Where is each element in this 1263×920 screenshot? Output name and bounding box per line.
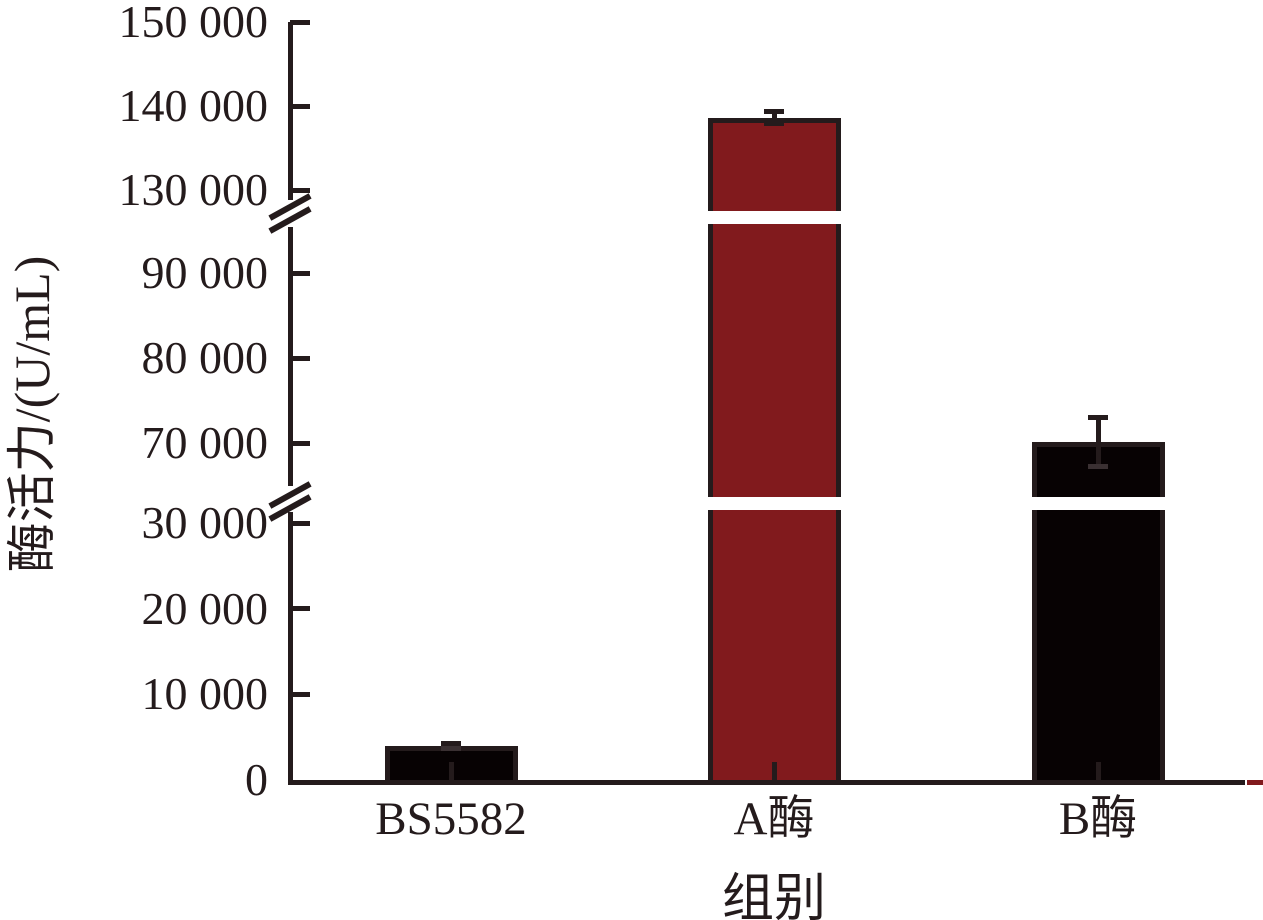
error-bar-cap-top bbox=[764, 109, 784, 115]
error-bar-whisker bbox=[1095, 417, 1101, 467]
axis-break-band bbox=[1029, 497, 1167, 510]
axis-break-band bbox=[705, 497, 843, 510]
y-tick-label: 70 000 bbox=[141, 417, 269, 468]
bar-a-enzyme bbox=[707, 117, 841, 785]
x-category-label: A酶 bbox=[733, 793, 815, 845]
y-axis-tick bbox=[290, 691, 310, 697]
error-bar-cap-top bbox=[1088, 415, 1108, 420]
x-axis-tick bbox=[1095, 762, 1101, 780]
x-category-label: B酶 bbox=[1058, 793, 1138, 845]
error-bar-whisker bbox=[771, 111, 777, 124]
y-axis-break-gap bbox=[286, 200, 294, 227]
y-tick-label: 30 000 bbox=[141, 497, 269, 548]
y-axis-tick bbox=[290, 187, 310, 193]
error-bar-cap-bottom bbox=[764, 121, 784, 127]
y-axis-tick bbox=[290, 19, 310, 25]
y-axis-tick bbox=[290, 606, 310, 612]
y-axis-tick bbox=[290, 520, 310, 526]
y-tick-label: 90 000 bbox=[141, 247, 269, 298]
y-axis-break-gap bbox=[286, 486, 294, 512]
x-axis-tick bbox=[448, 762, 454, 780]
y-tick-label: 150 000 bbox=[118, 0, 269, 47]
y-axis-tick bbox=[290, 270, 310, 276]
x-axis-tick bbox=[771, 762, 777, 780]
error-bar-cap-bottom bbox=[441, 745, 461, 751]
x-axis-line bbox=[287, 779, 1245, 785]
x-category-label: BS5582 bbox=[375, 793, 527, 845]
y-axis-tick bbox=[290, 355, 310, 361]
y-axis-tick bbox=[290, 103, 310, 109]
y-tick-label: 130 000 bbox=[118, 164, 269, 215]
error-bar-whisker bbox=[448, 743, 454, 749]
y-tick-label: 140 000 bbox=[118, 80, 269, 131]
error-bar-cap-bottom bbox=[1088, 464, 1108, 470]
y-tick-label: 10 000 bbox=[141, 668, 269, 720]
axis-break-band bbox=[705, 211, 843, 224]
x-axis-red-end-segment bbox=[1247, 779, 1263, 785]
y-axis-line bbox=[287, 22, 293, 785]
y-tick-label: 0 bbox=[245, 754, 268, 805]
y-axis-tick bbox=[290, 440, 310, 446]
error-bar-cap-top bbox=[441, 740, 461, 746]
bar-b-enzyme bbox=[1031, 442, 1165, 785]
x-axis-title: 组别 bbox=[721, 871, 827, 920]
y-axis-title: 酶活力/(U/mL) bbox=[4, 255, 60, 573]
y-tick-label: 20 000 bbox=[141, 582, 269, 634]
y-tick-label: 80 000 bbox=[141, 332, 269, 383]
